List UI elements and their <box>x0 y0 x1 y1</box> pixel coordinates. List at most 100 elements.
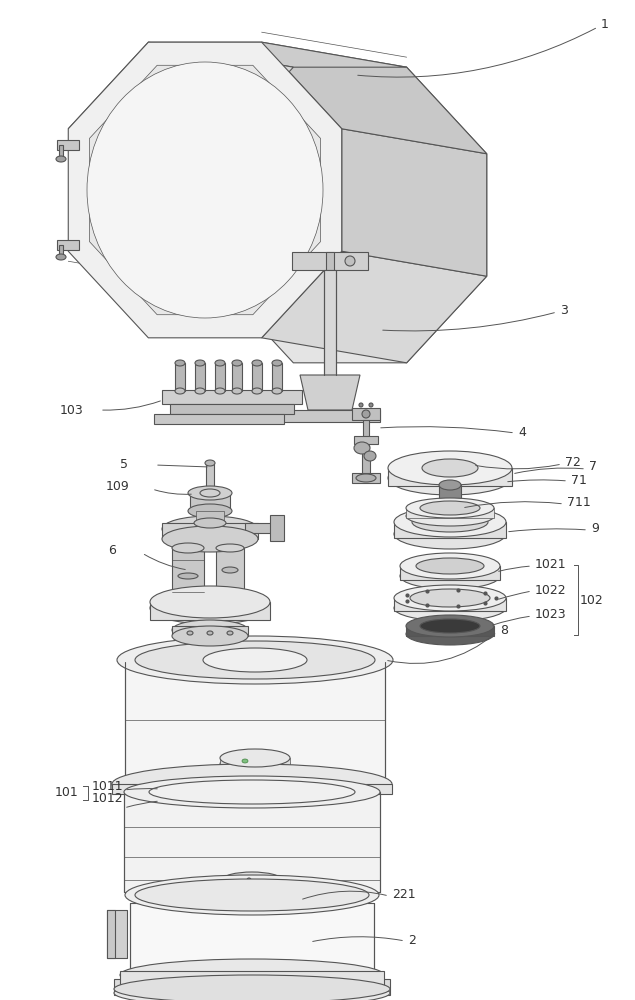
Bar <box>326 252 334 270</box>
Ellipse shape <box>135 641 375 679</box>
Text: 101: 101 <box>55 786 79 800</box>
Ellipse shape <box>388 461 512 495</box>
Bar <box>215 363 225 391</box>
Ellipse shape <box>172 620 248 640</box>
Bar <box>196 511 224 523</box>
Ellipse shape <box>135 879 369 911</box>
Bar <box>352 473 380 483</box>
Text: 2: 2 <box>408 934 416 946</box>
Bar <box>400 566 500 580</box>
Bar <box>394 522 506 538</box>
Polygon shape <box>300 375 360 410</box>
Bar <box>354 436 378 444</box>
Ellipse shape <box>420 501 480 515</box>
Bar <box>170 404 294 414</box>
Ellipse shape <box>252 360 262 366</box>
Bar <box>206 463 214 493</box>
Ellipse shape <box>272 388 282 394</box>
Text: 6: 6 <box>108 544 116 556</box>
Ellipse shape <box>162 516 258 542</box>
Ellipse shape <box>215 360 225 366</box>
Polygon shape <box>342 129 487 276</box>
Polygon shape <box>213 67 487 363</box>
Ellipse shape <box>345 256 355 266</box>
Ellipse shape <box>247 878 251 882</box>
Bar <box>57 140 79 150</box>
Ellipse shape <box>222 567 238 573</box>
Ellipse shape <box>114 979 390 1000</box>
Ellipse shape <box>175 360 185 366</box>
Ellipse shape <box>220 749 290 767</box>
Ellipse shape <box>354 442 370 454</box>
Ellipse shape <box>124 776 380 808</box>
Ellipse shape <box>420 619 480 633</box>
Ellipse shape <box>406 498 494 518</box>
Ellipse shape <box>215 388 225 394</box>
Bar <box>362 452 370 474</box>
Ellipse shape <box>416 558 484 574</box>
Polygon shape <box>130 903 374 975</box>
Polygon shape <box>69 42 293 154</box>
Ellipse shape <box>227 631 233 635</box>
Text: 1: 1 <box>601 18 609 31</box>
Ellipse shape <box>172 543 204 553</box>
Ellipse shape <box>406 506 494 526</box>
Ellipse shape <box>242 759 248 763</box>
Ellipse shape <box>222 872 282 888</box>
Bar <box>57 240 79 250</box>
Ellipse shape <box>188 504 232 518</box>
Bar <box>280 410 380 422</box>
Ellipse shape <box>172 598 204 608</box>
Bar <box>114 979 390 995</box>
Ellipse shape <box>356 474 376 482</box>
Text: 711: 711 <box>567 495 591 508</box>
Ellipse shape <box>252 388 262 394</box>
Ellipse shape <box>272 360 282 366</box>
Bar <box>59 245 63 257</box>
Ellipse shape <box>359 403 363 407</box>
Bar <box>252 363 262 391</box>
Bar <box>352 408 380 420</box>
Bar <box>154 414 284 424</box>
Ellipse shape <box>362 410 370 418</box>
Ellipse shape <box>172 626 248 646</box>
Ellipse shape <box>56 156 66 162</box>
Ellipse shape <box>120 959 384 991</box>
Bar <box>59 145 63 159</box>
Ellipse shape <box>400 553 500 579</box>
Ellipse shape <box>150 592 270 624</box>
Text: 1011: 1011 <box>92 780 124 794</box>
Ellipse shape <box>205 460 215 466</box>
Text: 1023: 1023 <box>535 608 566 621</box>
Ellipse shape <box>162 526 258 552</box>
Bar <box>272 363 282 391</box>
Ellipse shape <box>439 512 461 522</box>
Ellipse shape <box>388 451 512 485</box>
Bar <box>388 468 512 486</box>
Bar <box>220 758 290 768</box>
Ellipse shape <box>412 512 488 532</box>
Ellipse shape <box>149 780 355 804</box>
Ellipse shape <box>87 62 323 318</box>
Ellipse shape <box>394 585 506 611</box>
Text: 102: 102 <box>580 593 604 606</box>
Ellipse shape <box>220 755 290 773</box>
Text: 1021: 1021 <box>535 558 566 572</box>
Text: 221: 221 <box>392 888 416 902</box>
Ellipse shape <box>125 875 379 915</box>
Bar <box>195 363 205 391</box>
Bar <box>150 602 270 620</box>
Text: 5: 5 <box>120 458 128 471</box>
Bar <box>232 363 242 391</box>
Bar <box>162 390 302 404</box>
Ellipse shape <box>364 451 376 461</box>
Text: 71: 71 <box>571 474 587 487</box>
Text: 7: 7 <box>589 460 597 474</box>
Ellipse shape <box>216 589 244 597</box>
Bar <box>107 910 115 958</box>
Ellipse shape <box>187 631 193 635</box>
Bar <box>120 971 384 987</box>
Ellipse shape <box>195 388 205 394</box>
Bar <box>270 515 284 541</box>
Ellipse shape <box>369 403 373 407</box>
